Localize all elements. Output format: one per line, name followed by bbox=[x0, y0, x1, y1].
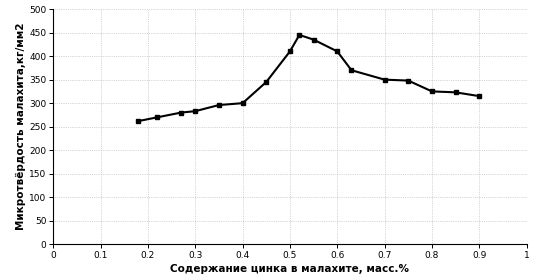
Y-axis label: Микротвёрдость малахита,кг/мм2: Микротвёрдость малахита,кг/мм2 bbox=[16, 23, 26, 230]
X-axis label: Содержание цинка в малахите, масс.%: Содержание цинка в малахите, масс.% bbox=[171, 264, 409, 274]
